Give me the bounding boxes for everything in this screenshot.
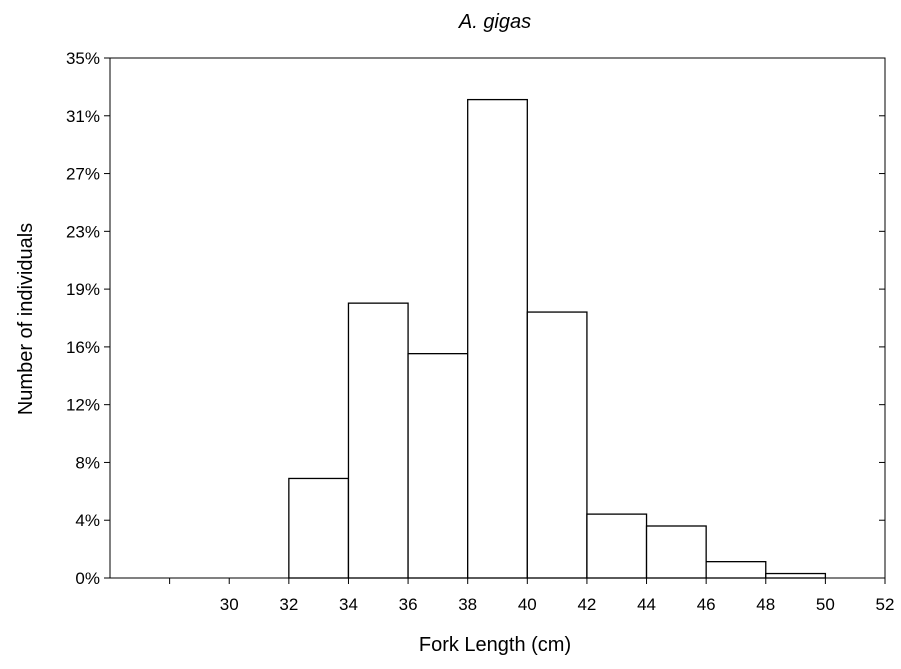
bars-group	[288, 98, 827, 579]
x-tick-label: 32	[279, 595, 298, 614]
y-tick-label: 12%	[66, 396, 100, 415]
bar-46-48	[705, 561, 767, 579]
y-tick-label: 31%	[66, 107, 100, 126]
x-tick-label: 52	[876, 595, 895, 614]
bar-36-38	[407, 353, 469, 579]
bar-34-36	[347, 302, 409, 579]
x-tick-label: 44	[637, 595, 656, 614]
x-tick-label: 40	[518, 595, 537, 614]
bar-40-42	[526, 311, 588, 579]
y-tick-label: 23%	[66, 222, 100, 241]
x-tick-label: 30	[220, 595, 239, 614]
x-tick-label: 34	[339, 595, 358, 614]
bar-48-50	[765, 572, 827, 579]
y-tick-label: 4%	[75, 511, 100, 530]
y-tick-label: 27%	[66, 165, 100, 184]
x-tick-label: 38	[458, 595, 477, 614]
bar-44-46	[645, 525, 707, 579]
chart-title: A. gigas	[458, 11, 531, 33]
y-axis-title: Number of individuals	[15, 223, 37, 415]
y-axis: 0% 4% 8% 12% 16% 19% 23% 27% 31% 35%	[66, 49, 885, 588]
bar-32-34	[288, 477, 350, 579]
x-tick-label: 48	[756, 595, 775, 614]
x-tick-label: 36	[399, 595, 418, 614]
bar-38-40	[467, 98, 528, 579]
x-tick-label: 46	[697, 595, 716, 614]
x-axis-title: Fork Length (cm)	[419, 634, 571, 656]
x-tick-label: 42	[577, 595, 596, 614]
y-tick-label: 8%	[75, 453, 100, 472]
x-axis: 30 32 34 36 38 40 42 44 46 48 50 52	[169, 578, 895, 614]
y-tick-label: 16%	[66, 338, 100, 357]
y-tick-label: 0%	[75, 569, 100, 588]
y-tick-label: 19%	[66, 280, 100, 299]
x-tick-label: 50	[816, 595, 835, 614]
y-tick-label: 35%	[66, 49, 100, 68]
bar-42-44	[586, 513, 648, 579]
